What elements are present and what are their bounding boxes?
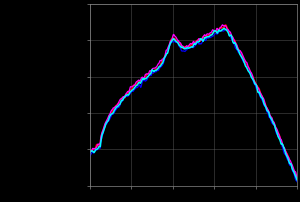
YQ_Normalized <box>154 66 157 69</box>
YI_Normalized <box>88 151 92 153</box>
XI_Normalized <box>295 177 299 179</box>
XQ_Normalized <box>295 180 299 183</box>
XQ_Normalized <box>275 133 279 135</box>
YQ_Normalized <box>224 25 228 28</box>
YQ_Normalized <box>295 177 299 179</box>
XI_Normalized <box>224 24 227 26</box>
YQ_Normalized <box>146 73 150 75</box>
YQ_Normalized <box>275 128 279 130</box>
YI_Normalized <box>154 69 157 72</box>
XQ_Normalized <box>224 28 228 31</box>
YQ_Normalized <box>250 72 253 74</box>
YI_Normalized <box>146 75 150 77</box>
YI_Normalized <box>275 131 279 134</box>
XI_Normalized <box>250 75 253 77</box>
Line: YQ_Normalized: YQ_Normalized <box>90 25 297 178</box>
YQ_Normalized <box>139 79 142 81</box>
XQ_Normalized <box>146 75 150 78</box>
XI_Normalized <box>154 68 157 71</box>
XQ_Normalized <box>250 76 253 79</box>
YQ_Normalized <box>88 149 92 152</box>
XQ_Normalized <box>154 71 157 73</box>
Line: XQ_Normalized: XQ_Normalized <box>90 29 297 182</box>
YQ_Normalized <box>220 24 224 26</box>
XQ_Normalized <box>139 86 142 89</box>
YI_Normalized <box>139 82 142 84</box>
XQ_Normalized <box>88 155 92 157</box>
YI_Normalized <box>295 179 299 181</box>
Line: YI_Normalized: YI_Normalized <box>90 28 297 180</box>
YI_Normalized <box>222 27 226 30</box>
XQ_Normalized <box>224 28 228 31</box>
YI_Normalized <box>224 28 228 31</box>
XI_Normalized <box>275 130 279 132</box>
XI_Normalized <box>146 73 150 75</box>
XI_Normalized <box>139 81 142 83</box>
XI_Normalized <box>88 150 92 153</box>
Line: XI_Normalized: XI_Normalized <box>90 25 297 178</box>
XI_Normalized <box>224 24 228 27</box>
YI_Normalized <box>250 76 253 78</box>
